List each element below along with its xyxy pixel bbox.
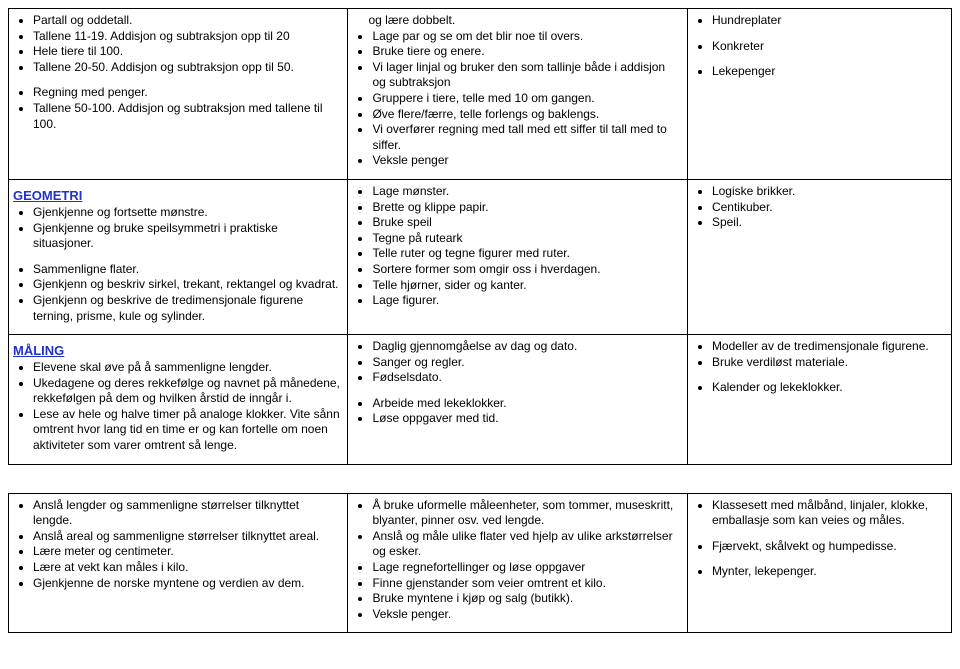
list-item: Veksle penger. bbox=[372, 607, 680, 623]
list: Elevene skal øve på å sammenligne lengde… bbox=[15, 360, 341, 454]
list-item: Gjenkjenn og beskrive de tredimensjonale… bbox=[33, 293, 341, 324]
list: Klassesett med målbånd, linjaler, klokke… bbox=[694, 498, 945, 529]
curriculum-table-2: Anslå lengder og sammenligne størrelser … bbox=[8, 493, 952, 634]
cell-mid: Å bruke uformelle måleenheter, som tomme… bbox=[348, 493, 687, 633]
list: Mynter, lekepenger. bbox=[694, 564, 945, 580]
cell-mid: Lage mønster. Brette og klippe papir. Br… bbox=[348, 179, 687, 334]
list: Kalender og lekeklokker. bbox=[694, 380, 945, 396]
list-item: Regning med penger. bbox=[33, 85, 341, 101]
list-item: Bruke verdiløst materiale. bbox=[712, 355, 945, 371]
list-item: Lære at vekt kan måles i kilo. bbox=[33, 560, 341, 576]
list: Konkreter bbox=[694, 39, 945, 55]
list: Regning med penger. Tallene 50-100. Addi… bbox=[15, 85, 341, 132]
list-item: Tallene 11-19. Addisjon og subtraksjon o… bbox=[33, 29, 341, 45]
list-item: Finne gjenstander som veier omtrent et k… bbox=[372, 576, 680, 592]
section-heading-maling: MÅLING bbox=[13, 343, 341, 358]
list-item: Centikuber. bbox=[712, 200, 945, 216]
list-item: Øve flere/færre, telle forlengs og bakle… bbox=[372, 107, 680, 123]
list: Lekepenger bbox=[694, 64, 945, 80]
cell-mid: Daglig gjennomgåelse av dag og dato. San… bbox=[348, 335, 687, 465]
list-item: Bruke tiere og enere. bbox=[372, 44, 680, 60]
list-item: Gruppere i tiere, telle med 10 om gangen… bbox=[372, 91, 680, 107]
list-item: Anslå og måle ulike flater ved hjelp av … bbox=[372, 529, 680, 560]
list: Partall og oddetall. Tallene 11-19. Addi… bbox=[15, 13, 341, 75]
list: Gjenkjenne og fortsette mønstre. Gjenkje… bbox=[15, 205, 341, 252]
list-item: Løse oppgaver med tid. bbox=[372, 411, 680, 427]
cell-right: Logiske brikker. Centikuber. Speil. bbox=[687, 179, 951, 334]
list-item: Telle hjørner, sider og kanter. bbox=[372, 278, 680, 294]
list: Modeller av de tredimensjonale figurene.… bbox=[694, 339, 945, 370]
cell-left: GEOMETRI Gjenkjenne og fortsette mønstre… bbox=[9, 179, 348, 334]
cell-right: Klassesett med målbånd, linjaler, klokke… bbox=[687, 493, 951, 633]
list: og lære dobbelt. Lage par og se om det b… bbox=[354, 13, 680, 169]
list-item: Brette og klippe papir. bbox=[372, 200, 680, 216]
table-row: Anslå lengder og sammenligne størrelser … bbox=[9, 493, 952, 633]
list: Å bruke uformelle måleenheter, som tomme… bbox=[354, 498, 680, 623]
list-item: Hele tiere til 100. bbox=[33, 44, 341, 60]
list-item: Partall og oddetall. bbox=[33, 13, 341, 29]
list-item: Anslå areal og sammenligne størrelser ti… bbox=[33, 529, 341, 545]
cell-right: Hundreplater Konkreter Lekepenger bbox=[687, 9, 951, 180]
list-item: Arbeide med lekeklokker. bbox=[372, 396, 680, 412]
list-item: Bruke myntene i kjøp og salg (butikk). bbox=[372, 591, 680, 607]
list: Hundreplater bbox=[694, 13, 945, 29]
list: Arbeide med lekeklokker. Løse oppgaver m… bbox=[354, 396, 680, 427]
list-item: Modeller av de tredimensjonale figurene. bbox=[712, 339, 945, 355]
list-item: Ukedagene og deres rekkefølge og navnet … bbox=[33, 376, 341, 407]
list-item: Fødselsdato. bbox=[372, 370, 680, 386]
list-item: Veksle penger bbox=[372, 153, 680, 169]
list: Daglig gjennomgåelse av dag og dato. San… bbox=[354, 339, 680, 386]
list-item: Fjærvekt, skålvekt og humpedisse. bbox=[712, 539, 945, 555]
list-item: Tallene 50-100. Addisjon og subtraksjon … bbox=[33, 101, 341, 132]
list-item: Gjenkjenn og beskriv sirkel, trekant, re… bbox=[33, 277, 341, 293]
list-item: Klassesett med målbånd, linjaler, klokke… bbox=[712, 498, 945, 529]
list-item: Telle ruter og tegne figurer med ruter. bbox=[372, 246, 680, 262]
list: Fjærvekt, skålvekt og humpedisse. bbox=[694, 539, 945, 555]
list-item: Gjenkjenne og bruke speilsymmetri i prak… bbox=[33, 221, 341, 252]
list-item: Elevene skal øve på å sammenligne lengde… bbox=[33, 360, 341, 376]
cell-mid: og lære dobbelt. Lage par og se om det b… bbox=[348, 9, 687, 180]
list-item: Tallene 20-50. Addisjon og subtraksjon o… bbox=[33, 60, 341, 76]
list: Logiske brikker. Centikuber. Speil. bbox=[694, 184, 945, 231]
list-item: Sanger og regler. bbox=[372, 355, 680, 371]
list-item: Lese av hele og halve timer på analoge k… bbox=[33, 407, 341, 454]
list-item: Vi lager linjal og bruker den som tallin… bbox=[372, 60, 680, 91]
list-item: Lage regnefortellinger og løse oppgaver bbox=[372, 560, 680, 576]
list-item: Lære meter og centimeter. bbox=[33, 544, 341, 560]
list-item: Kalender og lekeklokker. bbox=[712, 380, 945, 396]
list-item: Sortere former som omgir oss i hverdagen… bbox=[372, 262, 680, 278]
list-item: Tegne på ruteark bbox=[372, 231, 680, 247]
table-row: Partall og oddetall. Tallene 11-19. Addi… bbox=[9, 9, 952, 180]
cell-left: Anslå lengder og sammenligne størrelser … bbox=[9, 493, 348, 633]
list-item: Å bruke uformelle måleenheter, som tomme… bbox=[372, 498, 680, 529]
list-item: Mynter, lekepenger. bbox=[712, 564, 945, 580]
list-item: Bruke speil bbox=[372, 215, 680, 231]
list-item: Gjenkjenne og fortsette mønstre. bbox=[33, 205, 341, 221]
list-item: Hundreplater bbox=[712, 13, 945, 29]
list: Lage mønster. Brette og klippe papir. Br… bbox=[354, 184, 680, 309]
list-item: Daglig gjennomgåelse av dag og dato. bbox=[372, 339, 680, 355]
cell-right: Modeller av de tredimensjonale figurene.… bbox=[687, 335, 951, 465]
list-item: Logiske brikker. bbox=[712, 184, 945, 200]
list: Sammenligne flater. Gjenkjenn og beskriv… bbox=[15, 262, 341, 324]
list-item: Anslå lengder og sammenligne størrelser … bbox=[33, 498, 341, 529]
table-row: GEOMETRI Gjenkjenne og fortsette mønstre… bbox=[9, 179, 952, 334]
table-row: MÅLING Elevene skal øve på å sammenligne… bbox=[9, 335, 952, 465]
list: Anslå lengder og sammenligne størrelser … bbox=[15, 498, 341, 592]
section-heading-geometri: GEOMETRI bbox=[13, 188, 341, 203]
list-item: Lekepenger bbox=[712, 64, 945, 80]
cell-left: Partall og oddetall. Tallene 11-19. Addi… bbox=[9, 9, 348, 180]
list-item: Sammenligne flater. bbox=[33, 262, 341, 278]
curriculum-table-1: Partall og oddetall. Tallene 11-19. Addi… bbox=[8, 8, 952, 465]
list-item: og lære dobbelt. bbox=[368, 13, 680, 29]
list-item: Gjenkjenne de norske myntene og verdien … bbox=[33, 576, 341, 592]
list-item: Speil. bbox=[712, 215, 945, 231]
list-item: Lage par og se om det blir noe til overs… bbox=[372, 29, 680, 45]
list-item: Lage mønster. bbox=[372, 184, 680, 200]
cell-left: MÅLING Elevene skal øve på å sammenligne… bbox=[9, 335, 348, 465]
list-item: Konkreter bbox=[712, 39, 945, 55]
list-item: Vi overfører regning med tall med ett si… bbox=[372, 122, 680, 153]
list-item: Lage figurer. bbox=[372, 293, 680, 309]
